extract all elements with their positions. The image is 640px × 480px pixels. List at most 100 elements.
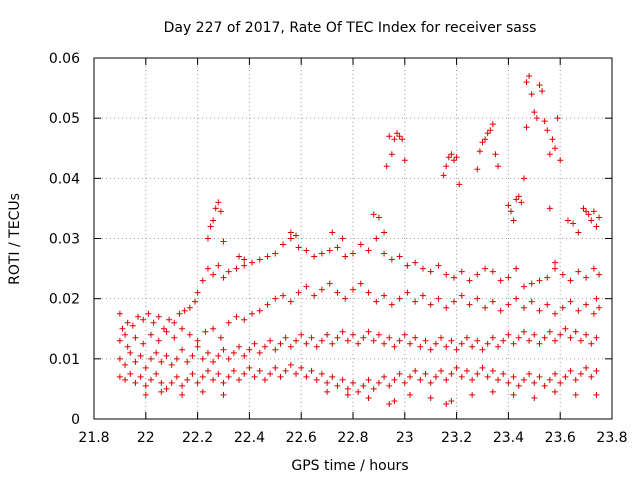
data-point-marker: [150, 319, 157, 326]
data-point-marker: [391, 397, 398, 404]
data-point-marker: [365, 376, 372, 383]
data-point-marker: [412, 367, 419, 374]
data-point-marker: [357, 241, 364, 248]
data-point-marker: [210, 376, 217, 383]
data-point-marker: [184, 376, 191, 383]
data-point-marker: [412, 334, 419, 341]
data-point-marker: [132, 358, 139, 365]
data-point-marker: [124, 343, 131, 350]
data-point-marker: [287, 343, 294, 350]
data-point-marker: [567, 277, 574, 284]
x-tick-label: 23.8: [596, 430, 627, 446]
data-point-marker: [375, 214, 382, 221]
data-point-marker: [147, 355, 154, 362]
data-point-marker: [510, 391, 517, 398]
data-point-marker: [463, 367, 470, 374]
data-point-marker: [373, 235, 380, 242]
data-point-marker: [127, 370, 134, 377]
data-point-marker: [233, 313, 240, 320]
data-point-marker: [451, 274, 458, 281]
data-point-marker: [145, 310, 152, 317]
data-point-marker: [489, 367, 496, 374]
data-point-marker: [466, 277, 473, 284]
data-point-marker: [505, 379, 512, 386]
data-point-marker: [406, 340, 413, 347]
data-point-marker: [386, 133, 393, 140]
data-point-marker: [287, 361, 294, 368]
data-point-marker: [147, 376, 154, 383]
data-point-marker: [510, 373, 517, 380]
data-point-marker: [466, 301, 473, 308]
data-point-marker: [135, 313, 142, 320]
data-point-marker: [210, 325, 217, 332]
data-point-marker: [116, 310, 123, 317]
data-point-marker: [528, 280, 535, 287]
data-point-marker: [489, 298, 496, 305]
data-point-marker: [404, 262, 411, 269]
data-point-marker: [474, 370, 481, 377]
data-point-marker: [401, 331, 408, 338]
data-point-marker: [122, 361, 129, 368]
data-point-marker: [513, 265, 520, 272]
data-point-marker: [445, 154, 452, 161]
data-point-marker: [583, 208, 590, 215]
y-tick-label: 0.03: [49, 232, 80, 248]
data-point-marker: [287, 229, 294, 236]
data-point-marker: [116, 355, 123, 362]
data-point-marker: [194, 289, 201, 296]
data-point-marker: [593, 223, 600, 230]
y-tick-label: 0.01: [49, 352, 80, 368]
data-point-marker: [256, 307, 263, 314]
data-point-marker: [575, 229, 582, 236]
data-point-marker: [199, 277, 206, 284]
data-point-marker: [204, 235, 211, 242]
data-point-marker: [531, 379, 538, 386]
data-point-marker: [324, 379, 331, 386]
data-point-marker: [583, 331, 590, 338]
data-point-marker: [311, 253, 318, 260]
data-point-marker: [513, 196, 520, 203]
data-point-marker: [381, 340, 388, 347]
data-point-marker: [456, 181, 463, 188]
data-point-marker: [531, 394, 538, 401]
data-point-marker: [458, 268, 465, 275]
data-point-marker: [489, 334, 496, 341]
data-point-marker: [469, 391, 476, 398]
data-point-marker: [189, 370, 196, 377]
y-tick-label: 0.04: [49, 171, 80, 187]
data-point-marker: [173, 355, 180, 362]
data-point-marker: [267, 337, 274, 344]
data-point-marker: [484, 130, 491, 137]
data-point-marker: [497, 307, 504, 314]
data-point-marker: [230, 349, 237, 356]
data-point-marker: [391, 343, 398, 350]
data-point-marker: [215, 262, 222, 269]
data-point-marker: [140, 316, 147, 323]
data-points: [116, 73, 603, 407]
data-point-marker: [210, 217, 217, 224]
data-point-marker: [443, 343, 450, 350]
data-point-marker: [590, 265, 597, 272]
data-point-marker: [246, 364, 253, 371]
y-tick-label: 0.02: [49, 292, 80, 308]
data-point-marker: [202, 328, 209, 335]
data-point-marker: [233, 265, 240, 272]
data-point-marker: [469, 343, 476, 350]
data-point-marker: [225, 373, 232, 380]
x-tick-label: 22.8: [337, 430, 368, 446]
data-point-marker: [479, 139, 486, 146]
data-point-marker: [287, 298, 294, 305]
data-point-marker: [350, 250, 356, 257]
data-point-marker: [272, 250, 279, 257]
data-point-marker: [495, 163, 502, 170]
data-point-marker: [142, 382, 149, 389]
data-point-marker: [396, 253, 403, 260]
data-point-marker: [365, 247, 372, 254]
data-point-marker: [438, 367, 445, 374]
data-point-marker: [435, 262, 442, 269]
data-point-marker: [388, 151, 395, 158]
data-point-marker: [116, 373, 123, 380]
data-point-marker: [122, 376, 129, 383]
data-point-marker: [383, 163, 390, 170]
data-point-marker: [476, 148, 483, 155]
